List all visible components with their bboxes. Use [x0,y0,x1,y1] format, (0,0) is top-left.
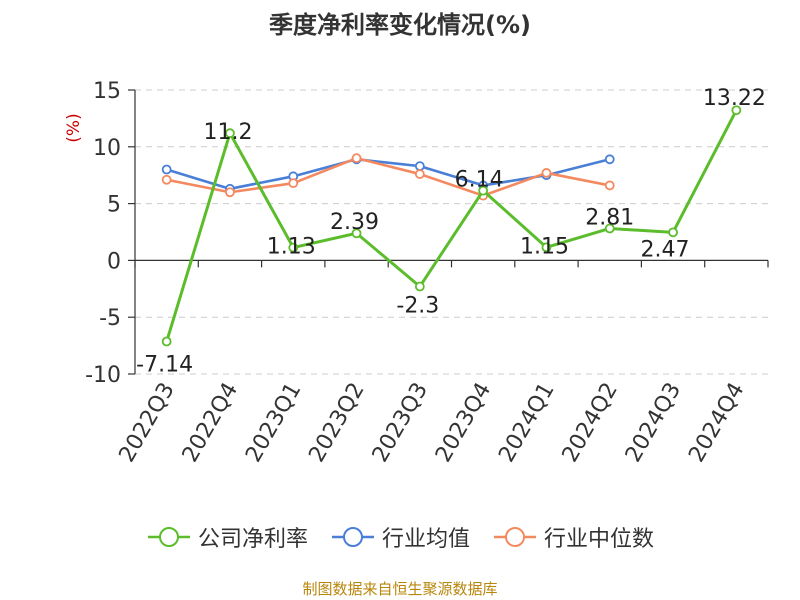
data-point [288,178,299,189]
y-tick-label: 0 [107,249,121,274]
legend-item-1[interactable]: 行业均值 [330,521,470,553]
axes: 151050-5-10(%)2022Q32022Q42023Q12023Q220… [64,79,769,467]
data-point [225,128,235,139]
legend-swatch-icon [331,527,374,547]
data-point [604,154,615,165]
data-label: -2.3 [396,294,439,319]
data-point [351,153,362,164]
x-tick-label: 2023Q2 [304,379,369,467]
legend-label: 公司净利率 [197,527,308,552]
data-label: 2.81 [585,205,634,230]
data-point [225,187,235,198]
data-point [541,242,552,253]
legend-marker [158,527,179,547]
data-point [161,336,172,347]
data-labels: -7.14 11.2 1.13 2.39 -2.3 6.14 1.15 2.81 2.47 13.… [136,86,766,377]
data-label: 11.2 [203,120,252,145]
data-label: -7.14 [136,353,193,378]
data-point [541,168,552,178]
data-point [668,227,678,238]
series-line-0 [165,109,738,342]
data-point [478,185,489,196]
x-tick-label: 2024Q3 [621,379,686,467]
x-tick-label: 2022Q3 [115,379,180,467]
legend-marker [342,527,363,547]
y-tick-label: -5 [99,306,121,331]
y-tick-label: 5 [107,193,121,218]
y-axis-label: (%) [64,113,84,142]
data-point [414,161,425,172]
legend-marker [505,527,525,547]
data-label: 6.14 [455,168,504,193]
data-point [161,174,172,185]
data-label: 2.39 [330,210,379,235]
legend-label: 行业均值 [381,527,470,552]
legend: 公司净利率 行业均值 行业中位数 [0,519,800,555]
source-note: 制图数据来自恒生聚源数据库 [302,580,498,598]
x-tick-label: 2024Q4 [684,379,749,467]
x-tick-label: 2023Q3 [368,379,433,467]
data-label: 2.47 [641,237,690,262]
data-point [604,180,615,191]
data-point [414,169,425,179]
data-point [604,223,615,234]
y-tick-label: 15 [93,79,121,104]
data-point [414,281,425,292]
data-point [351,228,362,239]
legend-item-0[interactable]: 公司净利率 [146,521,308,553]
data-label: 13.22 [703,86,766,111]
x-tick-label: 2024Q1 [494,379,559,467]
data-point [288,242,299,253]
x-tick-label: 2023Q4 [431,379,496,467]
legend-swatch-icon [147,527,190,547]
x-tick-label: 2023Q1 [241,379,306,467]
data-label: 1.15 [520,234,569,259]
x-tick-label: 2022Q4 [178,379,243,467]
series-line-2 [166,156,611,197]
legend-swatch-icon [494,527,536,547]
chart-title: 季度净利率变化情况(%) [269,11,531,39]
data-point [161,164,172,175]
data-point [731,105,742,116]
series-lines [161,105,742,347]
x-tick-label: 2024Q2 [558,379,623,467]
legend-label: 行业中位数 [544,527,655,552]
data-label: 1.13 [267,235,316,260]
y-tick-label: 10 [93,136,121,161]
legend-item-2[interactable]: 行业中位数 [492,521,654,553]
y-tick-label: -10 [85,363,121,388]
